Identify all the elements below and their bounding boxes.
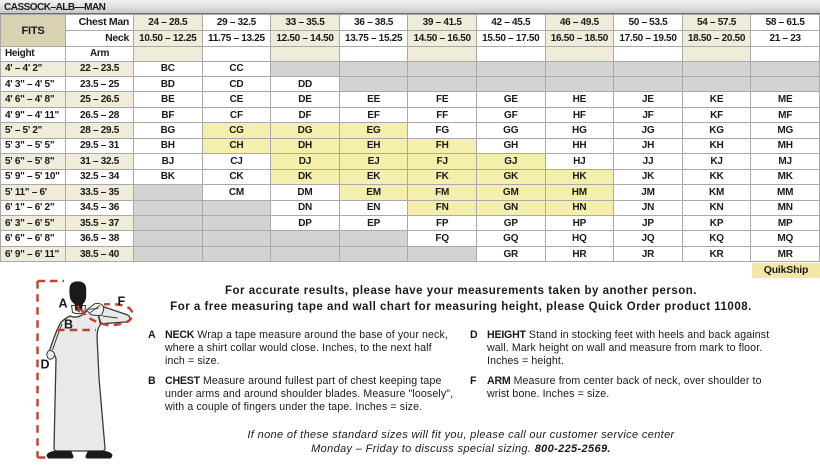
svg-text:B: B <box>64 318 73 332</box>
svg-text:A: A <box>59 297 68 311</box>
svg-text:D: D <box>41 358 50 372</box>
svg-text:F: F <box>118 295 126 309</box>
